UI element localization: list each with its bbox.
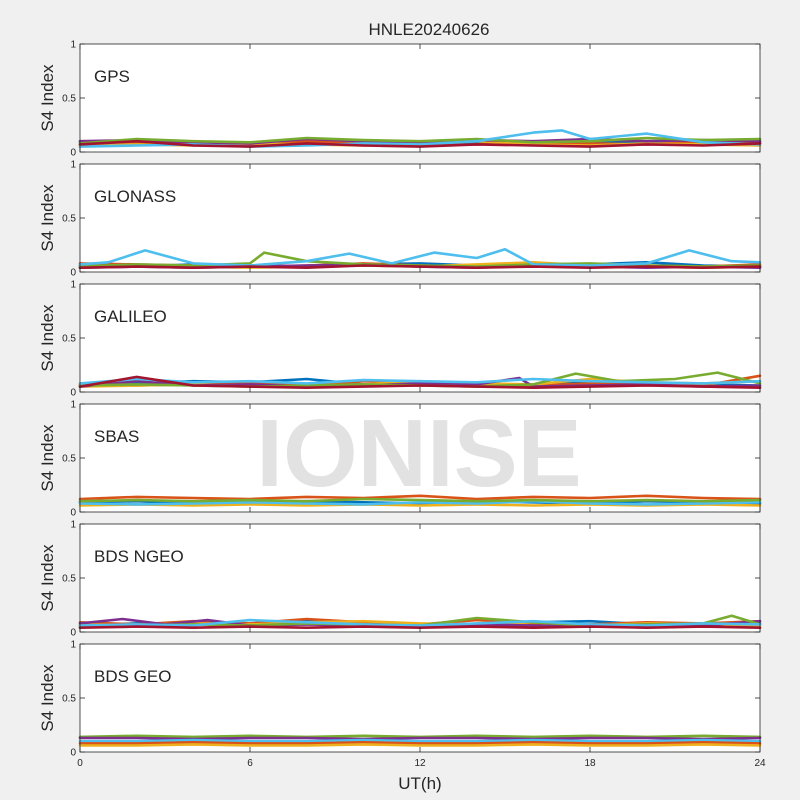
y-tick-label: 1 xyxy=(70,520,76,531)
panel-label: SBAS xyxy=(94,427,139,446)
panel-label: GLONASS xyxy=(94,187,176,206)
x-tick-label: 24 xyxy=(754,758,766,769)
y-tick-label: 1 xyxy=(70,160,76,171)
series-line-5 xyxy=(78,377,762,385)
y-tick-label: 0 xyxy=(70,148,76,159)
x-tick-label: 18 xyxy=(584,758,596,769)
series-line-4 xyxy=(78,743,762,747)
series-line-5 xyxy=(78,248,762,267)
panel-2: 0 0.5 1 GALILEO S4 Index xyxy=(38,280,762,399)
y-axis-label: S4 Index xyxy=(38,424,57,492)
plot-area xyxy=(80,644,760,752)
panel-3: 0 0.5 1 SBAS S4 Index xyxy=(38,400,762,519)
series-line-3 xyxy=(78,740,762,745)
y-tick-label: 0 xyxy=(70,388,76,399)
panel-0: 0 0.5 1 GPS S4 Index xyxy=(38,40,762,159)
panel-label: BDS GEO xyxy=(94,667,171,686)
y-axis-label: S4 Index xyxy=(38,184,57,252)
y-axis-label: S4 Index xyxy=(38,664,57,732)
panel-label: BDS NGEO xyxy=(94,547,184,566)
panels-group: 0 0.5 1 GPS S4 Index 0 0.5 1 GLONASS S4 Index 0 0.5… xyxy=(38,40,766,770)
series-line-1 xyxy=(78,736,762,741)
x-tick-label: 6 xyxy=(247,758,253,769)
series-line-4 xyxy=(78,497,762,503)
watermark-text: IONISE xyxy=(256,400,581,507)
y-tick-label: 0 xyxy=(70,268,76,279)
series-line-5 xyxy=(78,618,762,627)
y-tick-label: 1 xyxy=(70,280,76,291)
x-axis-label: UT(h) xyxy=(398,774,441,793)
plot-area xyxy=(80,404,760,512)
y-tick-label: 0.5 xyxy=(62,694,76,705)
y-tick-label: 0.5 xyxy=(62,214,76,225)
series-line-6 xyxy=(78,375,762,390)
y-axis-label: S4 Index xyxy=(38,544,57,612)
plot-area xyxy=(80,524,760,632)
figure-title: HNLE20240626 xyxy=(369,20,490,39)
series-line-1 xyxy=(78,494,762,501)
series-line-6 xyxy=(78,264,762,270)
panel-5: 0 0.5 1 0 6 12 18 24 BDS GEO S4 Index xyxy=(38,640,766,770)
series-line-6 xyxy=(78,139,762,148)
y-tick-label: 0.5 xyxy=(62,334,76,345)
series-line-4 xyxy=(78,136,762,145)
x-tick-label: 12 xyxy=(414,758,426,769)
y-tick-label: 0.5 xyxy=(62,454,76,465)
panel-1: 0 0.5 1 GLONASS S4 Index xyxy=(38,160,762,279)
y-tick-label: 0 xyxy=(70,508,76,519)
y-tick-label: 1 xyxy=(70,400,76,411)
y-axis-label: S4 Index xyxy=(38,304,57,372)
panel-label: GALILEO xyxy=(94,307,167,326)
y-tick-label: 0.5 xyxy=(62,574,76,585)
plot-area xyxy=(80,284,760,392)
series-line-2 xyxy=(78,738,762,743)
y-tick-label: 0.5 xyxy=(62,94,76,105)
panel-label: GPS xyxy=(94,67,130,86)
plot-area xyxy=(80,164,760,272)
y-axis-label: S4 Index xyxy=(38,64,57,132)
y-tick-label: 0 xyxy=(70,748,76,759)
series-line-3 xyxy=(78,499,762,506)
panel-4: 0 0.5 1 BDS NGEO S4 Index xyxy=(38,520,762,639)
y-tick-label: 1 xyxy=(70,640,76,651)
y-tick-label: 0 xyxy=(70,628,76,639)
y-tick-label: 1 xyxy=(70,40,76,51)
x-tick-label: 0 xyxy=(77,758,83,769)
